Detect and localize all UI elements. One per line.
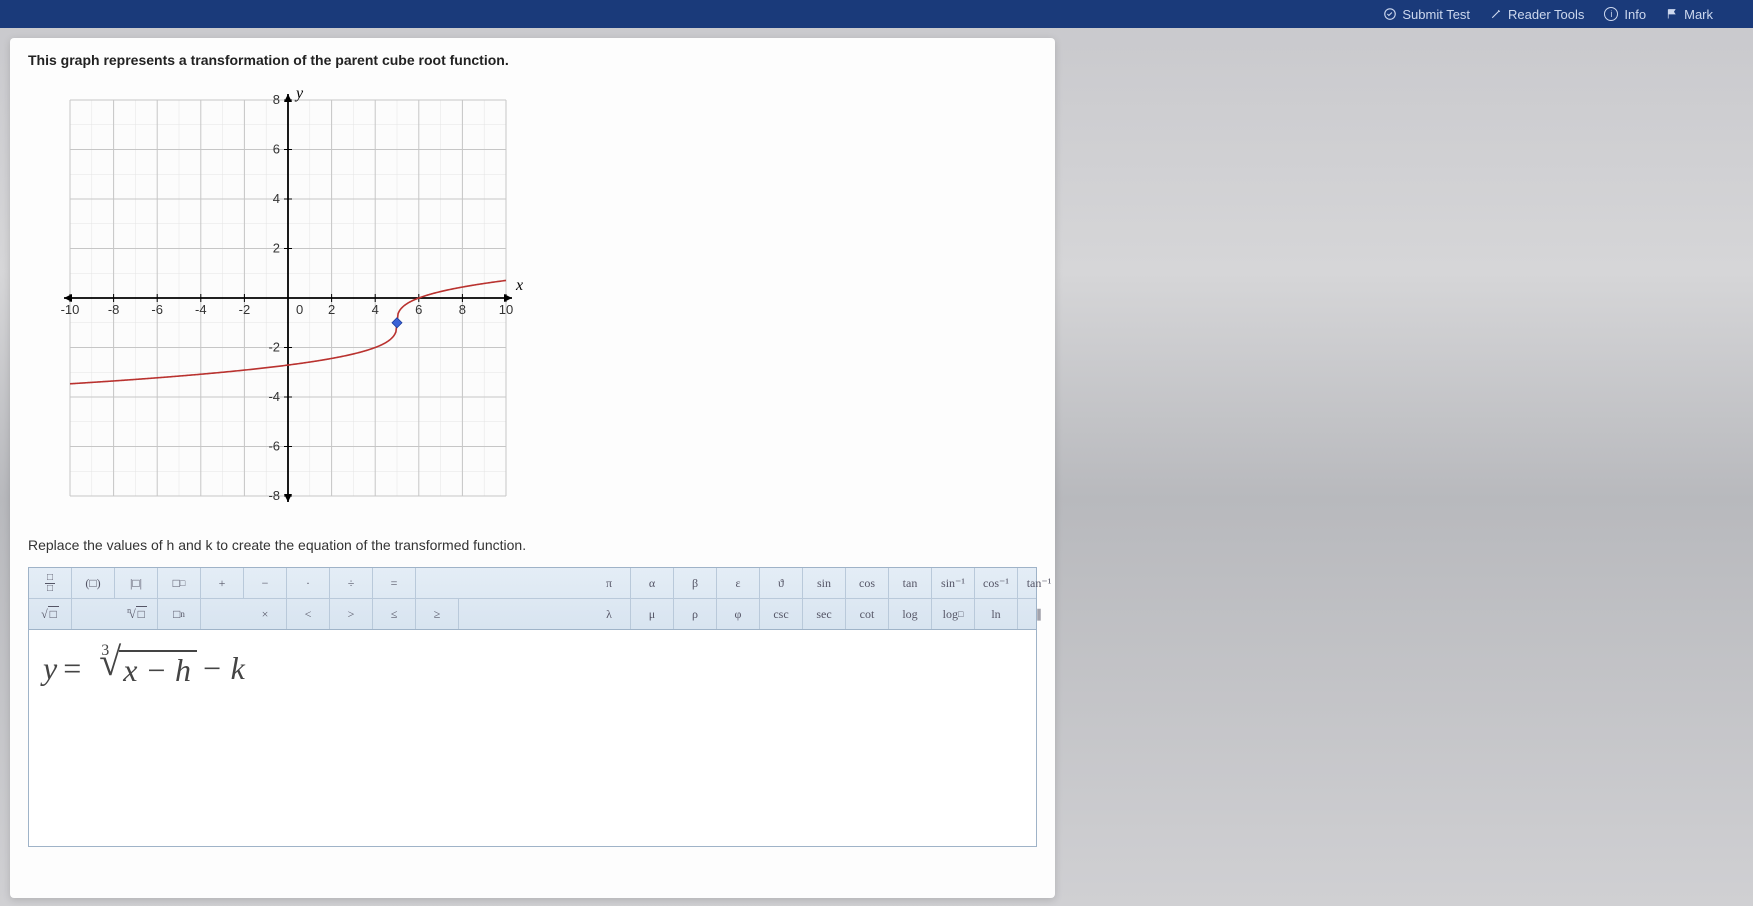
math-toolbar-button[interactable]: > <box>330 599 373 629</box>
math-toolbar-button[interactable]: × <box>244 599 287 629</box>
mark-label: Mark <box>1684 7 1713 22</box>
info-button[interactable]: i Info <box>1604 7 1646 22</box>
math-toolbar-button[interactable]: tan⁻¹ <box>1018 568 1055 598</box>
math-toolbar-button[interactable]: α <box>631 568 674 598</box>
question-prompt-line2: Replace the values of h and k to create … <box>28 537 1037 553</box>
top-nav-bar: Submit Test Reader Tools i Info Mark <box>0 0 1753 28</box>
svg-text:-8: -8 <box>108 302 120 317</box>
svg-text:10: 10 <box>499 302 513 317</box>
submit-test-button[interactable]: Submit Test <box>1384 7 1470 22</box>
math-toolbar-row1: □□(□)|□|□□+−·÷=παβεϑsincostansin⁻¹cos⁻¹t… <box>29 568 1036 598</box>
svg-text:y: y <box>294 85 304 102</box>
math-toolbar-button[interactable]: cos <box>846 568 889 598</box>
svg-text:-10: -10 <box>61 302 80 317</box>
math-toolbar-button[interactable]: sin <box>803 568 846 598</box>
math-toolbar-button[interactable]: |□| <box>115 568 158 598</box>
reader-tools-label: Reader Tools <box>1508 7 1584 22</box>
math-toolbar-button[interactable]: ρ <box>674 599 717 629</box>
eq-equals: = <box>63 650 81 687</box>
math-toolbar-button[interactable]: ln <box>975 599 1018 629</box>
math-toolbar-button[interactable]: μ <box>631 599 674 629</box>
math-toolbar-row2: √□n√□□n×<>≤≥λμρφcscseccotloglog□ln∥⊥≅~·∪… <box>29 598 1036 629</box>
math-toolbar-button[interactable]: log□ <box>932 599 975 629</box>
equation-input-area[interactable]: y = 3 √ x − h − k <box>28 630 1037 847</box>
math-toolbar-button[interactable]: sec <box>803 599 846 629</box>
wand-icon <box>1490 8 1502 20</box>
math-toolbar-button[interactable]: ≤ <box>373 599 416 629</box>
math-toolbar-button[interactable]: cot <box>846 599 889 629</box>
math-toolbar-button[interactable]: λ <box>588 599 631 629</box>
svg-text:6: 6 <box>415 302 422 317</box>
math-toolbar-button[interactable]: (□) <box>72 568 115 598</box>
eq-lhs: y <box>43 650 57 687</box>
eq-radical-index: 3 <box>101 642 109 660</box>
eq-radical: 3 √ x − h <box>91 648 197 689</box>
svg-text:2: 2 <box>273 241 280 256</box>
math-toolbar-button[interactable]: n√□ <box>115 599 158 629</box>
math-toolbar-button[interactable]: ∥ <box>1018 599 1055 629</box>
math-toolbar-button[interactable]: ϑ <box>760 568 803 598</box>
svg-text:-4: -4 <box>268 389 280 404</box>
svg-text:x: x <box>515 277 523 294</box>
svg-text:-4: -4 <box>195 302 207 317</box>
eq-radicand: x − h <box>119 650 197 689</box>
math-toolbar-button[interactable]: √□ <box>29 599 72 629</box>
math-toolbar-button[interactable]: sin⁻¹ <box>932 568 975 598</box>
math-toolbar-button[interactable]: = <box>373 568 416 598</box>
math-toolbar-button[interactable]: − <box>244 568 287 598</box>
question-prompt-line1: This graph represents a transformation o… <box>28 52 1037 68</box>
svg-text:-2: -2 <box>239 302 251 317</box>
math-toolbar-button[interactable]: tan <box>889 568 932 598</box>
math-toolbar-button[interactable]: · <box>287 568 330 598</box>
eq-suffix: − k <box>201 650 245 687</box>
math-toolbar-button[interactable]: □□ <box>29 568 72 598</box>
cube-root-chart: -10 -8 -6 -4 -2 2 4 6 8 10 -8 -6 -4 -2 2 4 6 8 0 x y <box>48 78 528 518</box>
svg-text:8: 8 <box>273 92 280 107</box>
submit-test-label: Submit Test <box>1402 7 1470 22</box>
math-toolbar-button[interactable]: csc <box>760 599 803 629</box>
math-toolbar-button[interactable]: cos⁻¹ <box>975 568 1018 598</box>
svg-text:-6: -6 <box>151 302 163 317</box>
svg-text:4: 4 <box>273 191 280 206</box>
math-toolbar-button[interactable]: □□ <box>158 568 201 598</box>
info-label: Info <box>1624 7 1646 22</box>
math-toolbar-button[interactable]: π <box>588 568 631 598</box>
math-toolbar: □□(□)|□|□□+−·÷=παβεϑsincostansin⁻¹cos⁻¹t… <box>28 567 1037 630</box>
question-card: This graph represents a transformation o… <box>10 38 1055 898</box>
math-toolbar-button[interactable]: + <box>201 568 244 598</box>
math-toolbar-button[interactable]: □n <box>158 599 201 629</box>
svg-text:0: 0 <box>296 302 303 317</box>
equation-display: y = 3 √ x − h − k <box>43 648 1022 689</box>
flag-icon <box>1666 8 1678 20</box>
svg-text:4: 4 <box>372 302 379 317</box>
svg-text:-6: -6 <box>268 439 280 454</box>
math-toolbar-button[interactable]: β <box>674 568 717 598</box>
math-toolbar-button[interactable]: < <box>287 599 330 629</box>
svg-text:-8: -8 <box>268 488 280 503</box>
math-toolbar-button[interactable]: log <box>889 599 932 629</box>
svg-text:2: 2 <box>328 302 335 317</box>
mark-button[interactable]: Mark <box>1666 7 1713 22</box>
math-toolbar-button[interactable]: ≥ <box>416 599 459 629</box>
svg-text:-2: -2 <box>268 340 280 355</box>
chart-container: -10 -8 -6 -4 -2 2 4 6 8 10 -8 -6 -4 -2 2 4 6 8 0 x y <box>48 78 1037 523</box>
svg-text:8: 8 <box>459 302 466 317</box>
math-toolbar-button[interactable]: ε <box>717 568 760 598</box>
math-toolbar-button[interactable]: φ <box>717 599 760 629</box>
math-toolbar-button[interactable]: ÷ <box>330 568 373 598</box>
svg-text:6: 6 <box>273 142 280 157</box>
check-icon <box>1384 8 1396 20</box>
info-icon: i <box>1604 7 1618 21</box>
reader-tools-button[interactable]: Reader Tools <box>1490 7 1584 22</box>
